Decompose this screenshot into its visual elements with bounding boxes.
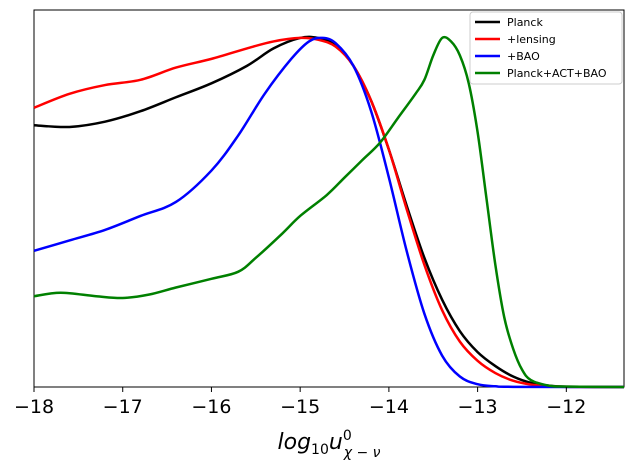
- legend-box: [469, 11, 623, 85]
- legend-label: Planck: [507, 16, 543, 29]
- x-axis-label: log10u0 χ − ν: [278, 428, 381, 461]
- x-tick-label: −16: [191, 396, 231, 418]
- legend-label: +BAO: [507, 50, 540, 63]
- x-tick-label: −14: [369, 396, 409, 418]
- x-tick-label: −15: [280, 396, 320, 418]
- x-tick-label: −12: [546, 396, 586, 418]
- series-line-bao: [33, 36, 625, 389]
- x-tick-label: −17: [103, 396, 143, 418]
- x-tick-label: −13: [458, 396, 498, 418]
- curves-group: [33, 35, 625, 389]
- series-line-planck-act-bao: [33, 35, 625, 389]
- legend: Planck +lensing +BAO Planck+ACT+BAO: [469, 11, 623, 85]
- x-ticks-group: −18 −17 −16 −15 −14 −13 −12: [14, 387, 586, 418]
- series-line-lensing: [33, 36, 625, 389]
- legend-label: Planck+ACT+BAO: [507, 67, 607, 80]
- x-tick-label: −18: [14, 396, 54, 418]
- legend-label: +lensing: [507, 33, 556, 46]
